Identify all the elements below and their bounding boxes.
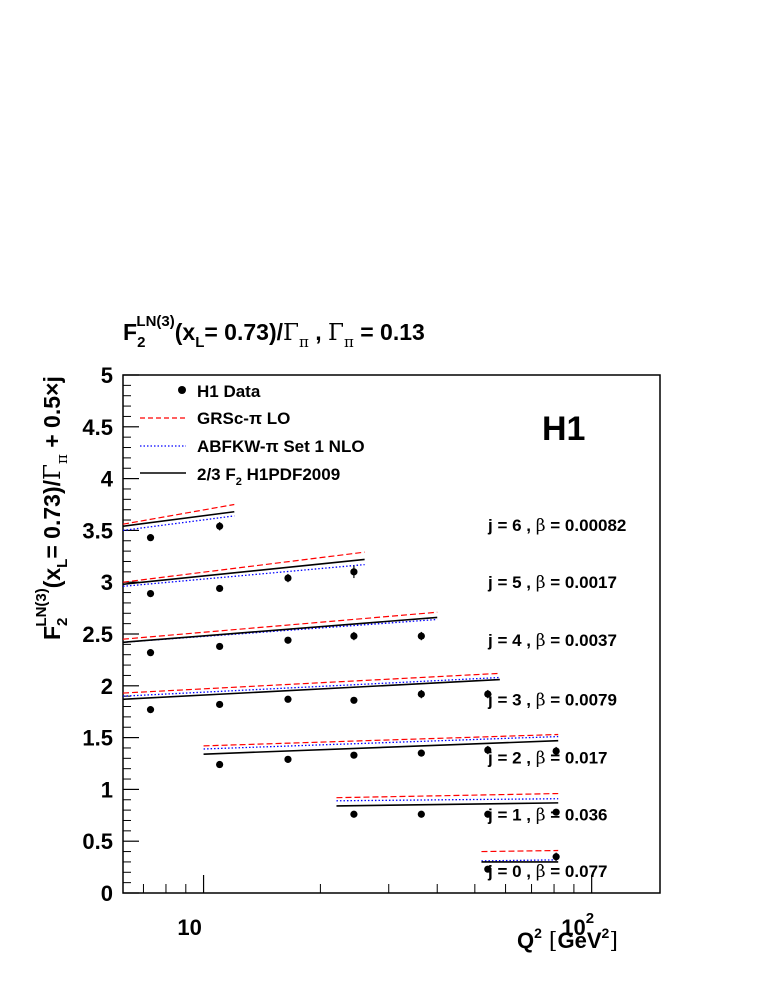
chart-title: F2LN(3)(xL= 0.73)/Γπ , Γπ = 0.13	[123, 313, 425, 351]
x-tick-label: 102	[561, 910, 594, 940]
y-tick-label: 3	[101, 570, 113, 595]
data-points	[146, 522, 560, 873]
curve-grsc	[481, 849, 559, 853]
data-point	[146, 649, 155, 657]
bin-label: j = 2 , β = 0.017	[487, 748, 607, 768]
curve-grsc	[336, 792, 559, 799]
data-point	[417, 690, 425, 698]
curve-abfkw	[122, 563, 365, 587]
data-point	[216, 522, 224, 530]
bin-label: j = 0 , β = 0.077	[487, 862, 607, 882]
x-minor-ticks	[142, 884, 575, 893]
legend-entry-data: H1 Data	[178, 382, 261, 401]
data-point	[284, 574, 292, 582]
curve-abfkw	[122, 515, 235, 532]
legend-label-abfkw: ABFKW-π Set 1 NLO	[197, 437, 365, 456]
data-point	[350, 810, 358, 818]
curve-grsc	[203, 733, 559, 747]
experiment-label: H1	[542, 410, 585, 448]
data-point	[552, 808, 560, 816]
legend-label-data: H1 Data	[197, 382, 261, 401]
bin-label: j = 1 , β = 0.036	[487, 805, 607, 825]
data-point	[417, 810, 425, 818]
data-point	[146, 534, 155, 542]
data-point	[216, 642, 224, 651]
data-point	[284, 755, 292, 763]
y-tick-label: 3.5	[82, 518, 113, 543]
y-ticks: 0 0.5 1 1.5 2 2.5 3 3.5 4 4.5 5	[82, 363, 139, 906]
data-point	[417, 632, 425, 640]
y-tick-label: 1.5	[82, 726, 113, 751]
data-point	[146, 706, 155, 714]
legend-entry-h1pdf: 2/3 F2 H1PDF2009	[140, 465, 340, 488]
y-tick-label: 0.5	[82, 829, 113, 854]
y-tick-label: 5	[101, 363, 113, 388]
y-tick-label: 2	[101, 674, 113, 699]
data-point	[417, 749, 425, 757]
legend: H1 Data GRSc-π LO ABFKW-π Set 1 NLO 2/3 …	[140, 382, 365, 488]
curve-grsc	[122, 503, 235, 525]
curve-abfkw	[122, 676, 500, 697]
data-point	[350, 696, 358, 704]
data-point	[350, 568, 358, 576]
data-point	[216, 760, 224, 769]
legend-entry-abfkw: ABFKW-π Set 1 NLO	[140, 437, 365, 456]
data-point	[484, 746, 492, 754]
curve-h1pdf	[203, 739, 559, 755]
x-axis-label: Q2 [GeV2]	[517, 925, 618, 954]
legend-label-h1pdf: 2/3 F2 H1PDF2009	[197, 465, 340, 488]
data-point	[552, 853, 560, 861]
y-tick-label: 4.5	[82, 415, 113, 440]
data-point	[216, 700, 224, 709]
curve-h1pdf	[122, 678, 500, 701]
y-axis-label: F2LN(3)(xL= 0.73)/Γπ + 0.5×j	[33, 376, 71, 640]
bin-label: j = 5 , β = 0.0017	[487, 573, 617, 593]
y-tick-label: 2.5	[82, 622, 113, 647]
curve-grsc	[122, 611, 438, 640]
data-point	[216, 584, 224, 593]
legend-entry-grsc: GRSc-π LO	[140, 409, 290, 428]
data-point	[350, 632, 358, 640]
x-major-ticks: 10 102	[177, 875, 594, 940]
data-point	[484, 810, 492, 818]
x-tick-label: 10	[177, 915, 201, 940]
legend-label-grsc: GRSc-π LO	[197, 409, 290, 428]
curve-abfkw	[336, 798, 559, 802]
y-tick-label: 4	[101, 467, 114, 492]
curve-abfkw	[481, 859, 559, 862]
y-tick-label: 0	[101, 881, 113, 906]
data-point	[284, 636, 292, 644]
curve-h1pdf	[336, 802, 559, 807]
data-point	[484, 690, 492, 698]
model-curves	[122, 503, 559, 863]
legend-marker-data	[178, 386, 186, 394]
data-point	[146, 589, 155, 598]
data-point	[552, 747, 560, 755]
data-point	[350, 751, 358, 759]
curve-h1pdf	[122, 616, 438, 644]
data-point	[284, 695, 292, 703]
curve-h1pdf	[122, 558, 365, 586]
curve-grsc	[122, 551, 365, 583]
bin-labels: j = 6 , β = 0.00082 j = 5 , β = 0.0017 j =…	[487, 516, 626, 882]
data-point	[484, 865, 492, 873]
bin-label: j = 6 , β = 0.00082	[487, 516, 626, 536]
y-tick-label: 1	[101, 777, 113, 802]
curve-h1pdf	[122, 510, 235, 528]
bin-label: j = 3 , β = 0.0079	[487, 690, 617, 710]
bin-label: j = 4 , β = 0.0037	[487, 631, 617, 651]
